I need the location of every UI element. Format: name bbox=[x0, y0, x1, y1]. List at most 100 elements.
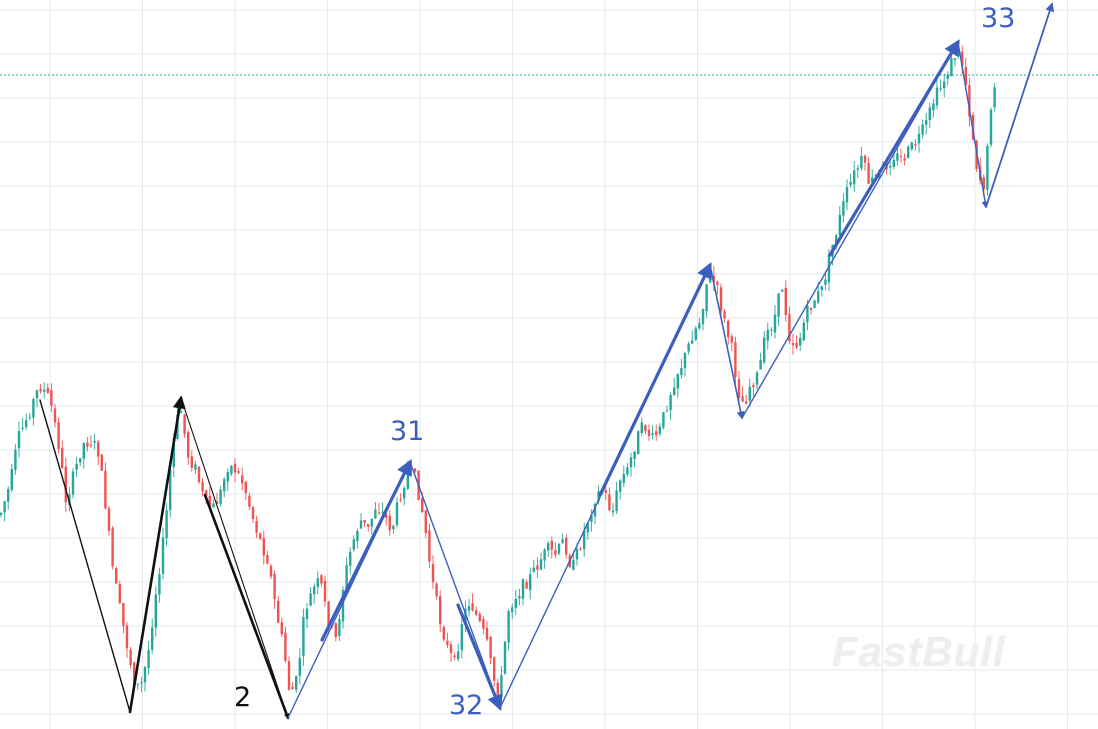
candle-body bbox=[39, 388, 42, 392]
candle-body bbox=[482, 618, 485, 629]
candle-body bbox=[158, 574, 161, 595]
candle-body bbox=[7, 489, 10, 502]
candle-body bbox=[680, 367, 683, 376]
candle-body bbox=[503, 641, 507, 674]
candle-body bbox=[943, 81, 946, 89]
candle-body bbox=[79, 458, 82, 463]
candle-body bbox=[25, 420, 28, 428]
candle-body bbox=[896, 153, 899, 161]
wave-label-2: 2 bbox=[234, 682, 251, 713]
candle-body bbox=[658, 426, 661, 434]
candle-body bbox=[561, 539, 564, 544]
candle-body bbox=[215, 501, 219, 504]
candle-body bbox=[529, 574, 532, 591]
candle-body bbox=[302, 617, 305, 656]
wave-label-32: 32 bbox=[449, 690, 483, 721]
wave-line bbox=[39, 399, 131, 713]
candle-body bbox=[201, 482, 204, 492]
candle-body bbox=[97, 441, 100, 457]
candle-body bbox=[449, 644, 453, 653]
candle-body bbox=[377, 512, 381, 514]
candle-body bbox=[950, 58, 953, 77]
candle-body bbox=[298, 657, 301, 676]
candle-body bbox=[14, 449, 17, 470]
candle-body bbox=[655, 431, 658, 436]
candle-body bbox=[323, 580, 327, 602]
candle-body bbox=[766, 329, 769, 341]
candle-body bbox=[104, 470, 107, 509]
candle-body bbox=[194, 464, 197, 470]
candle-body bbox=[662, 412, 665, 428]
candle-body bbox=[428, 530, 431, 562]
candle-body bbox=[356, 530, 359, 542]
candle-body bbox=[363, 519, 366, 523]
candle-body bbox=[143, 667, 147, 683]
candle-body bbox=[899, 155, 903, 157]
candle-body bbox=[518, 595, 521, 599]
candle-body bbox=[3, 501, 6, 513]
candle-body bbox=[57, 422, 60, 450]
candle-body bbox=[61, 447, 64, 468]
candle-body bbox=[32, 399, 35, 418]
candle-body bbox=[755, 372, 759, 385]
candle-body bbox=[352, 539, 355, 550]
candle-body bbox=[17, 431, 21, 448]
candle-body bbox=[197, 466, 201, 483]
candle-body bbox=[608, 494, 611, 511]
candle-body bbox=[763, 337, 766, 363]
candle-body bbox=[773, 314, 777, 333]
wave-line bbox=[203, 493, 290, 720]
candle-body bbox=[338, 618, 341, 636]
candle-body bbox=[939, 88, 942, 90]
candle-body bbox=[223, 479, 226, 492]
wave-line bbox=[709, 264, 745, 420]
candle-body bbox=[633, 451, 636, 459]
candle-body bbox=[435, 583, 438, 597]
candle-body bbox=[813, 300, 816, 308]
candle-body bbox=[928, 107, 931, 120]
candle-body bbox=[485, 627, 489, 640]
candle-body bbox=[730, 336, 733, 343]
candle-body bbox=[723, 311, 726, 319]
candle-body bbox=[305, 608, 309, 620]
candle-body bbox=[521, 579, 525, 599]
candle-body bbox=[539, 559, 543, 570]
candle-body bbox=[295, 676, 298, 690]
candle-body bbox=[982, 177, 985, 190]
candle-body bbox=[547, 543, 550, 551]
candle-body bbox=[932, 103, 935, 111]
candle-body bbox=[255, 521, 258, 533]
wave-line bbox=[456, 603, 503, 711]
candle-body bbox=[259, 533, 262, 539]
candle-body bbox=[403, 488, 406, 499]
candle-body bbox=[327, 601, 330, 628]
candle-body bbox=[622, 473, 625, 483]
candle-body bbox=[388, 515, 391, 531]
candle-body bbox=[925, 120, 928, 125]
candle-body bbox=[809, 307, 813, 310]
candle-body bbox=[165, 510, 168, 539]
candle-body bbox=[676, 374, 679, 389]
candle-body bbox=[554, 550, 557, 555]
candle-body bbox=[543, 549, 546, 561]
candle-body bbox=[21, 427, 24, 429]
wave-line bbox=[828, 39, 960, 257]
candle-body bbox=[590, 515, 593, 522]
candle-body bbox=[651, 432, 654, 435]
candle-body bbox=[287, 661, 291, 690]
candle-body bbox=[712, 275, 715, 283]
candle-body bbox=[475, 610, 478, 615]
candle-body bbox=[129, 649, 132, 665]
candle-body bbox=[953, 58, 957, 60]
candle-body bbox=[370, 518, 373, 527]
candle-body bbox=[115, 568, 118, 584]
candle-body bbox=[835, 235, 838, 248]
candle-body bbox=[802, 322, 805, 341]
candle-body bbox=[172, 438, 175, 468]
candle-body bbox=[453, 655, 456, 658]
candle-body bbox=[233, 463, 237, 473]
candle-body bbox=[593, 504, 597, 517]
candle-body bbox=[687, 343, 690, 352]
candle-body bbox=[719, 287, 723, 312]
